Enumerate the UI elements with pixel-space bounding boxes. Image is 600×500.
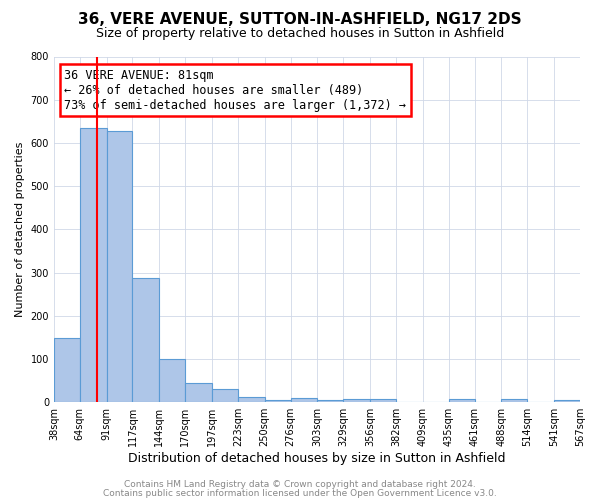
- Text: 36 VERE AVENUE: 81sqm
← 26% of detached houses are smaller (489)
73% of semi-det: 36 VERE AVENUE: 81sqm ← 26% of detached …: [64, 68, 406, 112]
- Bar: [160, 358, 185, 402]
- Bar: [317, 400, 343, 402]
- Y-axis label: Number of detached properties: Number of detached properties: [15, 142, 25, 317]
- Bar: [212, 389, 238, 402]
- Text: Contains HM Land Registry data © Crown copyright and database right 2024.: Contains HM Land Registry data © Crown c…: [124, 480, 476, 489]
- Text: 36, VERE AVENUE, SUTTON-IN-ASHFIELD, NG17 2DS: 36, VERE AVENUE, SUTTON-IN-ASHFIELD, NG1…: [78, 12, 522, 28]
- Bar: [54, 338, 80, 402]
- X-axis label: Distribution of detached houses by size in Sutton in Ashfield: Distribution of detached houses by size …: [128, 452, 506, 465]
- Bar: [265, 400, 290, 402]
- Bar: [290, 398, 317, 402]
- Bar: [80, 128, 107, 402]
- Bar: [185, 383, 212, 402]
- Bar: [502, 399, 527, 402]
- Bar: [238, 396, 265, 402]
- Bar: [449, 399, 475, 402]
- Bar: [343, 399, 370, 402]
- Bar: [133, 278, 160, 402]
- Bar: [370, 399, 396, 402]
- Bar: [107, 131, 133, 402]
- Text: Contains public sector information licensed under the Open Government Licence v3: Contains public sector information licen…: [103, 488, 497, 498]
- Text: Size of property relative to detached houses in Sutton in Ashfield: Size of property relative to detached ho…: [96, 28, 504, 40]
- Bar: [554, 400, 580, 402]
